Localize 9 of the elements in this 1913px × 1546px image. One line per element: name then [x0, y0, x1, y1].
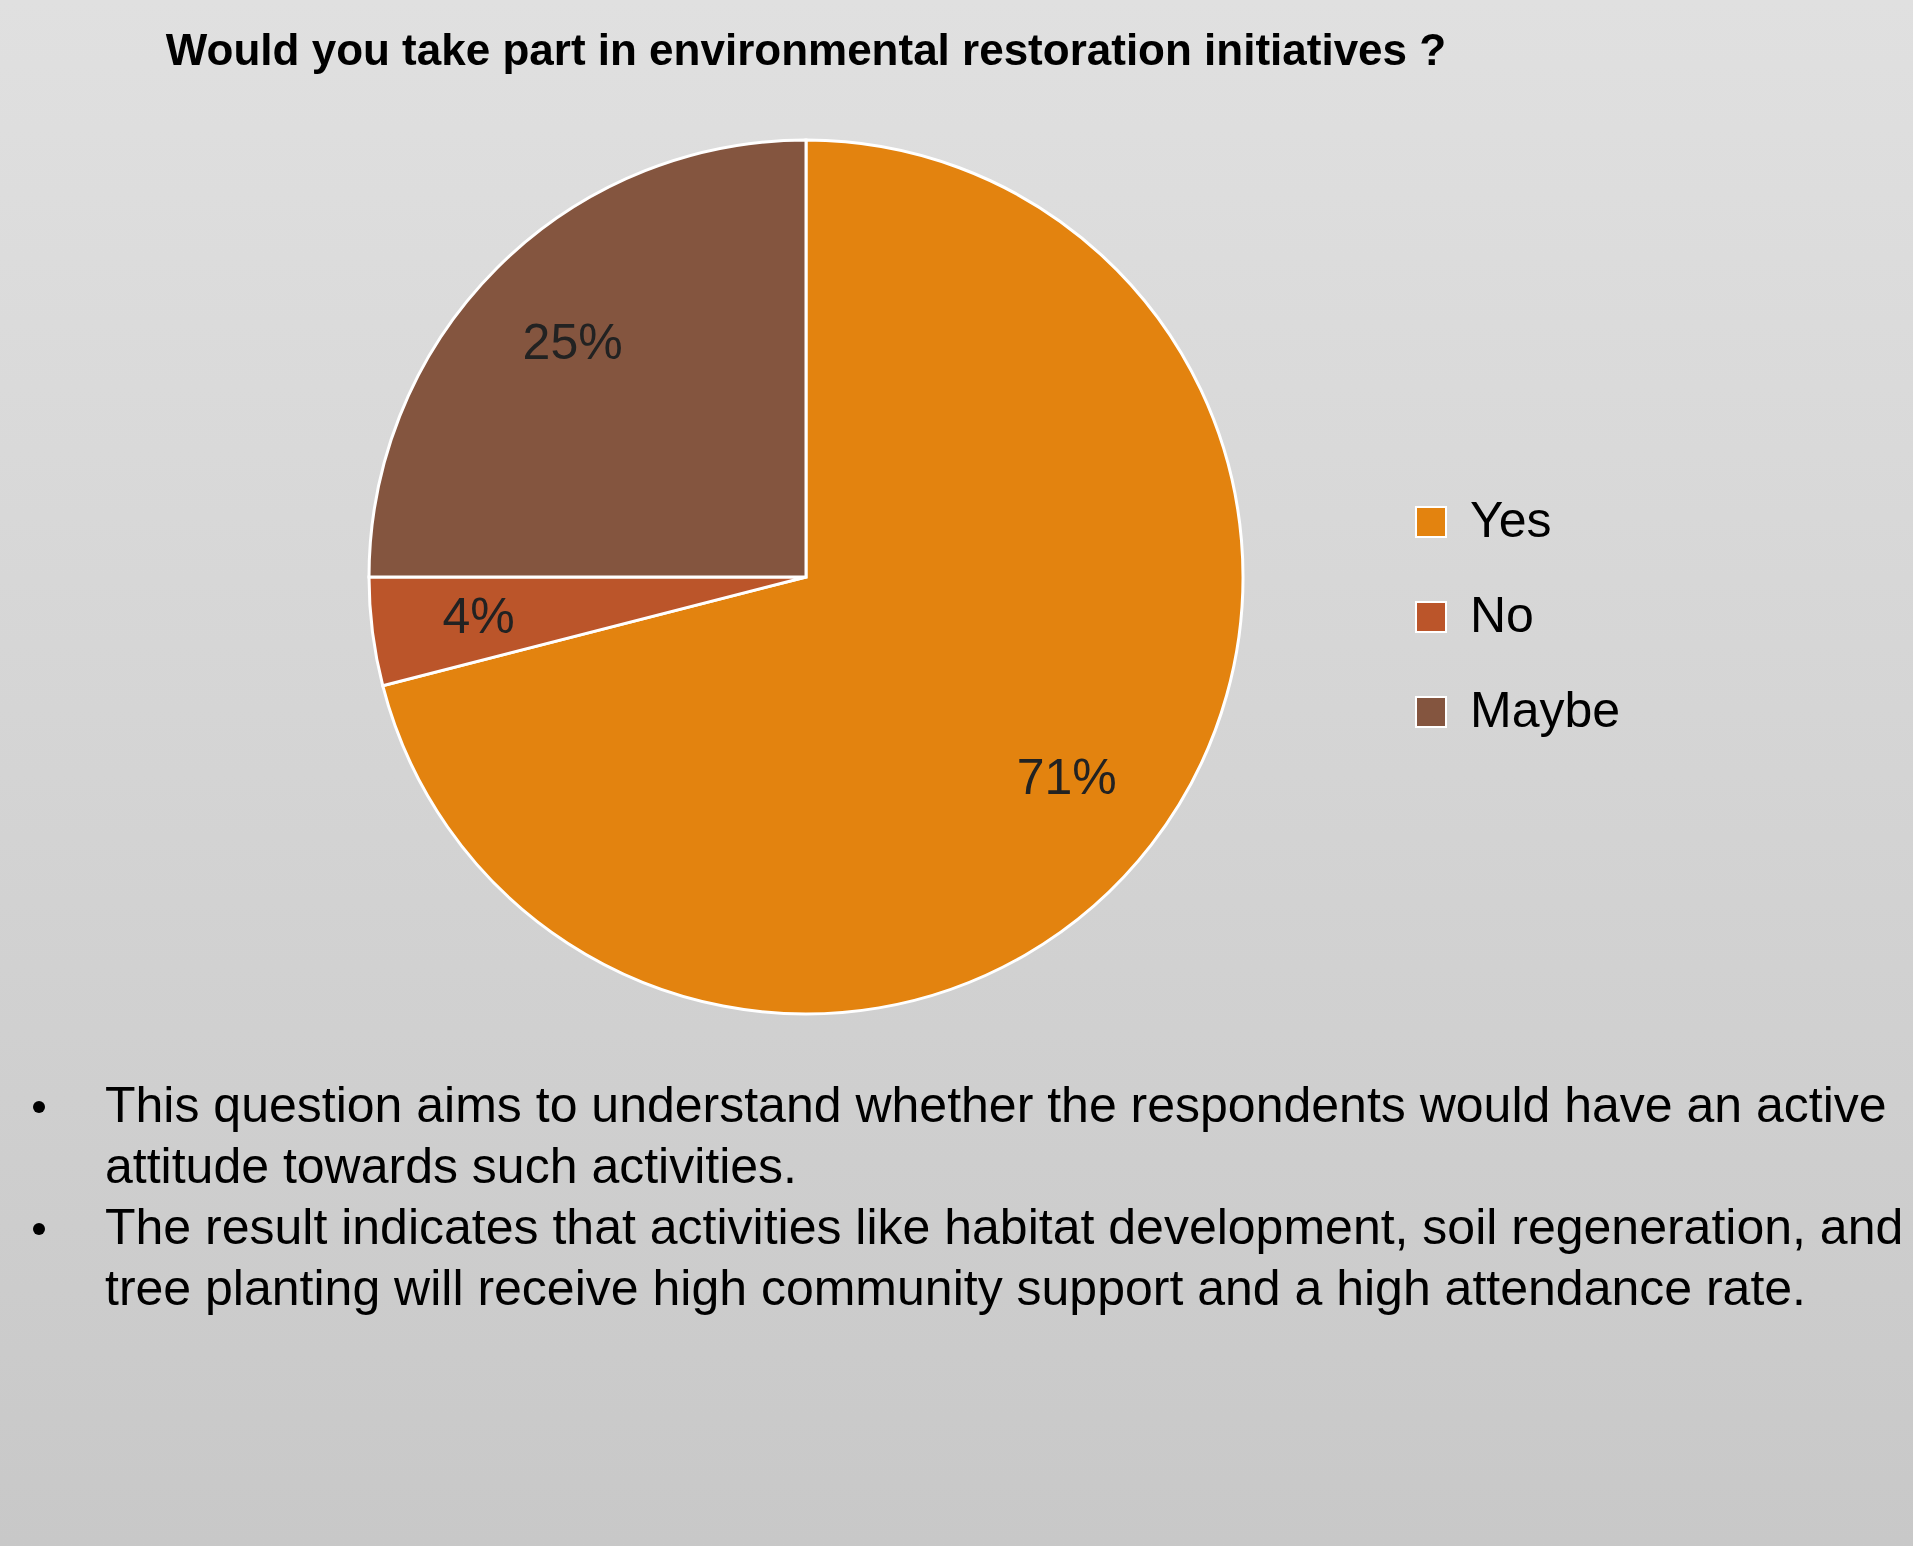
data-label: 71% [1016, 749, 1117, 806]
legend-label: Yes [1470, 492, 1552, 548]
data-label: 4% [442, 588, 515, 645]
legend-label: No [1470, 587, 1534, 643]
legend-label: Maybe [1470, 682, 1621, 738]
text: The result indicates that activities like habitat development, soil regeneration, and tree planting will receive high community support and a high attendance rate. [104, 1198, 1905, 1318]
chart-title: Would you take part in environmental restoration initiatives ? [165, 25, 1447, 74]
text: This question aims to understand whether the respondents would have an active attitude towards such activities. [104, 1076, 1888, 1196]
data-label: 25% [522, 313, 623, 370]
